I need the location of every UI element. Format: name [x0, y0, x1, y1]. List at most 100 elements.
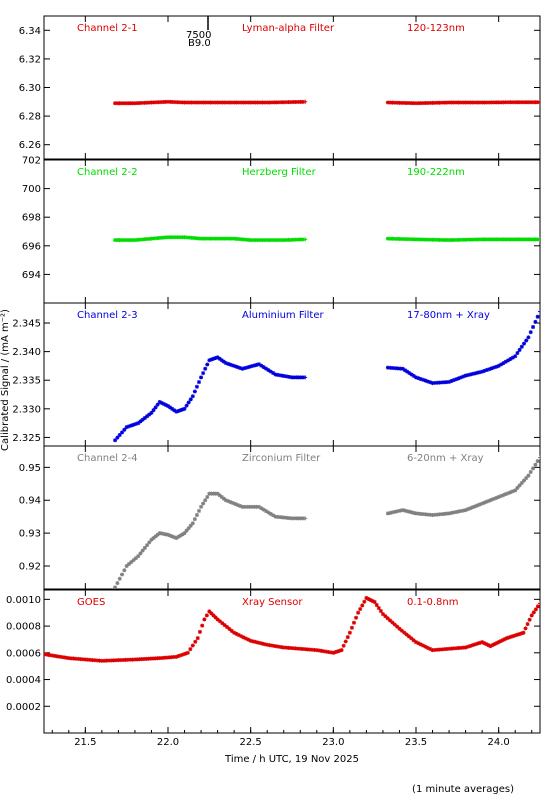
data-point [176, 408, 181, 413]
data-point [239, 634, 244, 639]
data-point [274, 238, 279, 243]
data-point [300, 646, 305, 651]
data-point [255, 238, 260, 243]
data-point [533, 100, 538, 105]
data-point [506, 100, 511, 105]
data-point [116, 658, 121, 663]
data-point [251, 238, 256, 243]
data-point [473, 237, 478, 242]
data-point [390, 366, 395, 371]
data-point [345, 635, 350, 640]
data-point [157, 656, 162, 661]
data-point [211, 613, 216, 618]
data-point [174, 536, 179, 541]
data-point [288, 237, 293, 242]
panel-filter-label: Herzberg Filter [242, 167, 317, 178]
data-point [487, 498, 492, 503]
data-point [97, 658, 102, 663]
data-point [99, 658, 104, 663]
data-point [286, 237, 291, 242]
data-point [248, 638, 253, 643]
data-point [437, 647, 442, 652]
data-point [78, 657, 83, 662]
data-point [159, 400, 164, 405]
data-point [140, 417, 145, 422]
data-point [303, 516, 308, 521]
data-point [525, 622, 530, 627]
data-point [183, 651, 188, 656]
data-point [432, 647, 437, 652]
data-point [217, 356, 222, 361]
data-point [432, 380, 437, 385]
y-tick-label: 0.94 [19, 496, 41, 507]
data-point [477, 502, 482, 507]
data-point [247, 364, 252, 369]
data-point [456, 509, 461, 514]
data-point [163, 99, 168, 104]
data-point [173, 235, 178, 240]
data-point [182, 235, 187, 240]
data-point [208, 236, 213, 241]
data-point [278, 515, 283, 520]
data-point [199, 504, 204, 509]
y-tick-label: 2.335 [12, 376, 41, 387]
data-point [184, 235, 189, 240]
data-point [217, 619, 222, 624]
data-point [468, 237, 473, 242]
data-point [461, 645, 466, 650]
data-point [347, 630, 352, 635]
data-point [222, 236, 227, 241]
panel-name-label: GOES [77, 597, 105, 608]
data-point [272, 643, 277, 648]
data-point [402, 508, 407, 513]
data-point [333, 650, 338, 655]
data-point [166, 403, 170, 408]
data-point [208, 100, 213, 105]
data-point [211, 491, 216, 496]
data-point [498, 639, 503, 644]
data-point [406, 237, 411, 242]
data-point [221, 359, 226, 364]
data-point [435, 512, 440, 517]
data-point [392, 622, 397, 627]
data-point [163, 532, 168, 537]
data-point [255, 100, 260, 105]
data-point [241, 635, 246, 640]
data-point [261, 365, 266, 370]
data-point [294, 516, 299, 521]
data-point [124, 238, 129, 243]
data-point [145, 543, 150, 548]
panel-4: 0.92 0.93 0.94 0.95 Channel 2-4 Zirconium Fil… [19, 445, 541, 590]
data-point [220, 621, 225, 626]
data-point [400, 508, 405, 513]
data-point [510, 355, 515, 360]
data-point [442, 511, 447, 516]
data-point [444, 646, 449, 651]
data-point [522, 478, 527, 483]
data-point [285, 374, 290, 379]
y-tick-label: 2.340 [12, 347, 41, 358]
panel-frame [43, 159, 541, 304]
data-point [378, 609, 383, 614]
data-point [130, 657, 135, 662]
data-point [437, 512, 442, 517]
data-point [196, 100, 201, 105]
data-point [145, 414, 150, 419]
data-point [508, 490, 513, 495]
data-point [442, 647, 447, 652]
data-point [175, 235, 180, 240]
data-point [489, 497, 494, 502]
data-point [298, 99, 303, 104]
data-point [362, 599, 367, 604]
data-point [312, 647, 317, 652]
data-point [280, 515, 285, 520]
data-point [390, 620, 395, 625]
data-point [380, 612, 385, 617]
data-point [215, 100, 220, 105]
data-point [279, 645, 284, 650]
data-point [454, 237, 459, 242]
data-point [305, 647, 310, 652]
data-point [158, 235, 163, 240]
data-point [251, 100, 256, 105]
data-point [366, 597, 371, 602]
